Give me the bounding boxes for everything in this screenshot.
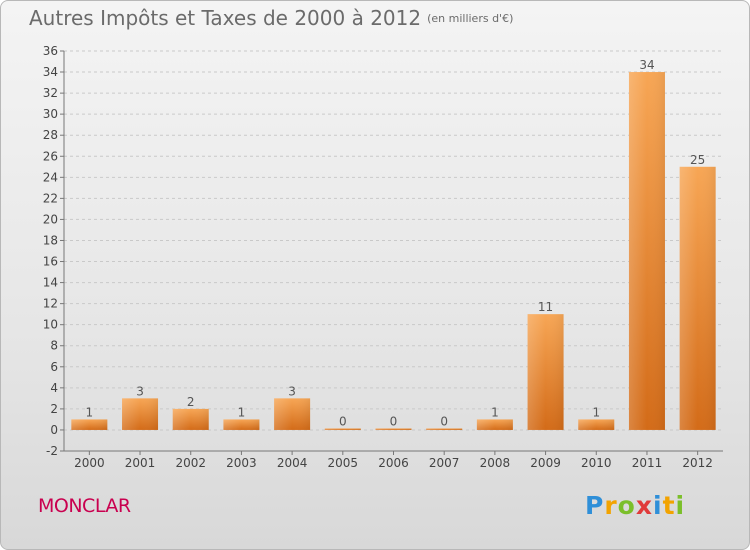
chart-title-unit: (en milliers d'€) <box>427 12 514 25</box>
y-tick-label: 16 <box>43 255 58 269</box>
x-tick-label: 2009 <box>530 456 561 470</box>
x-tick-label: 2001 <box>125 456 156 470</box>
y-tick-label: 28 <box>43 128 58 142</box>
bar-shade <box>628 72 665 430</box>
x-tick-label: 2006 <box>378 456 409 470</box>
bar-shade <box>172 408 209 430</box>
y-tick-label: 30 <box>43 107 58 121</box>
y-tick-label: 8 <box>50 339 58 353</box>
x-tick-label: 2000 <box>74 456 105 470</box>
bar-value-label: 1 <box>592 405 600 419</box>
bar-value-label: 1 <box>86 405 94 419</box>
bar-value-label: 11 <box>538 300 553 314</box>
bar-value-label: 34 <box>639 58 654 72</box>
y-tick-label: 6 <box>50 360 58 374</box>
x-tick-label: 2004 <box>277 456 308 470</box>
bar-shade <box>578 419 615 430</box>
bar-value-label: 0 <box>390 414 398 428</box>
logo-letter: r <box>604 491 618 520</box>
y-tick-label: 14 <box>43 276 58 290</box>
y-tick-label: 4 <box>50 381 58 395</box>
bar-shade <box>375 428 412 430</box>
x-tick-label: 2012 <box>682 456 713 470</box>
chart-title-main: Autres Impôts et Taxes de 2000 à 2012 <box>29 6 422 30</box>
y-tick-label: 22 <box>43 191 58 205</box>
y-tick-label: 34 <box>43 65 58 79</box>
y-tick-label: 36 <box>43 44 58 58</box>
bar-shade <box>71 419 108 430</box>
logo-letter: t <box>662 491 676 520</box>
bar-value-label: 1 <box>491 405 499 419</box>
x-tick-label: 2011 <box>632 456 663 470</box>
bar-shade <box>122 398 159 430</box>
y-tick-label: 18 <box>43 233 58 247</box>
bar-value-label: 25 <box>690 153 705 167</box>
bar-shade <box>426 428 463 430</box>
bar-shade <box>679 166 716 430</box>
x-tick-label: 2005 <box>328 456 359 470</box>
y-tick-label: 26 <box>43 149 58 163</box>
bar-value-label: 0 <box>440 414 448 428</box>
bar-shade <box>274 398 311 430</box>
bar-value-label: 3 <box>288 384 296 398</box>
y-tick-label: 2 <box>50 402 58 416</box>
y-tick-label: -2 <box>46 444 58 458</box>
x-tick-label: 2008 <box>480 456 511 470</box>
y-tick-label: 20 <box>43 212 58 226</box>
logo-letter: x <box>635 491 653 520</box>
bar-shade <box>527 314 564 430</box>
logo-letter: i <box>653 491 663 520</box>
logo-letter: P <box>585 491 605 520</box>
logo-letter: o <box>617 491 636 520</box>
x-tick-label: 2007 <box>429 456 460 470</box>
bar-value-label: 2 <box>187 395 195 409</box>
commune-name: MONCLAR <box>38 495 131 517</box>
x-tick-label: 2003 <box>226 456 257 470</box>
bar-value-label: 0 <box>339 414 347 428</box>
bar-shade <box>324 428 361 430</box>
proxiti-logo: Proxiti <box>585 491 695 525</box>
y-tick-label: 32 <box>43 86 58 100</box>
bar-shade <box>476 419 513 430</box>
chart-title: Autres Impôts et Taxes de 2000 à 2012 (en… <box>29 6 513 30</box>
y-tick-label: 0 <box>50 423 58 437</box>
bar-shade <box>223 419 260 430</box>
logo-letter: i <box>675 491 686 520</box>
bar-value-label: 3 <box>136 384 144 398</box>
x-tick-label: 2010 <box>581 456 612 470</box>
bar-layer <box>71 72 716 430</box>
y-tick-label: 24 <box>43 170 58 184</box>
x-tick-label: 2002 <box>175 456 206 470</box>
grid-layer <box>64 50 723 452</box>
y-tick-label: 12 <box>43 297 58 311</box>
bar-value-label: 1 <box>238 405 246 419</box>
y-tick-label: 10 <box>43 318 58 332</box>
